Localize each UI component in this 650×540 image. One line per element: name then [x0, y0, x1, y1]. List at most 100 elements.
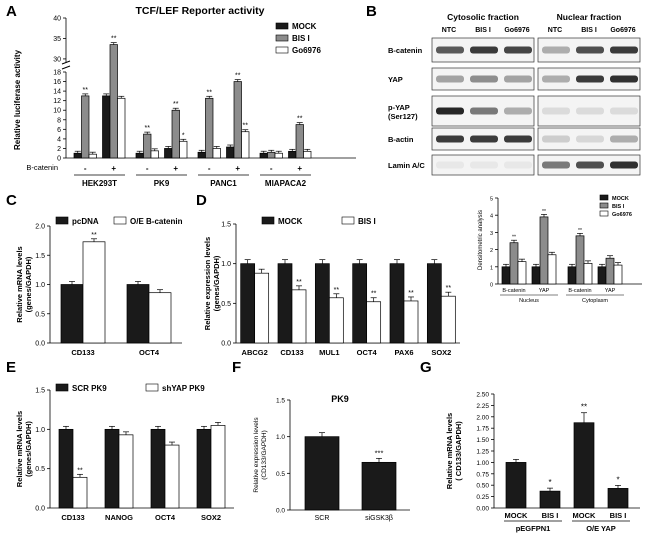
b-band-nuc-3-0: [542, 135, 570, 143]
g-bar-3: [607, 488, 629, 509]
panel-label-f: F: [232, 359, 241, 376]
g-y-ticklabel-9: 2.25: [476, 403, 489, 410]
a-bar-1-1: [109, 44, 118, 159]
bi-y-ticklabel-3: 3: [490, 231, 493, 237]
b-band-cyto-3-1: [470, 135, 498, 143]
d-bar-5-0: [426, 263, 442, 344]
a-bar-7-2: [303, 150, 312, 159]
panel-label-c: C: [6, 192, 17, 209]
bi-bar-3-1: [605, 257, 615, 285]
e-bar-2-0: [150, 428, 166, 509]
g-bar-2: [573, 422, 595, 509]
a-bar-3-1: [171, 109, 180, 159]
a-sign-5: +: [235, 164, 240, 173]
a-ticklabel-upper-1: 35: [53, 36, 61, 43]
d-bar-4-1: [403, 300, 419, 344]
bi-group-label-0: Nucleus: [519, 298, 539, 304]
d-legend-label-1: BIS I: [358, 217, 376, 226]
b-band-cyto-0-1: [470, 46, 498, 54]
b-band-nuc-4-1: [576, 161, 604, 169]
a-star-3-1: **: [173, 101, 179, 108]
a-ticklabel-lower-1: 2: [57, 146, 61, 153]
c-bar-0-1: [82, 241, 106, 344]
bi-ylabel: Densitometric analysis: [478, 210, 484, 270]
c-legend-swatch-0: [55, 216, 69, 225]
b-band-cyto-4-1: [470, 161, 498, 169]
c-bar-1-0: [126, 284, 150, 344]
e-ylabel-2: (genes/GAPDH): [24, 421, 33, 477]
d-star-2-1: **: [334, 287, 340, 294]
a-star-4-1: **: [207, 89, 213, 96]
a-bar-5-1: [233, 81, 242, 159]
c-y-ticklabel-2: 1.0: [35, 282, 45, 289]
a-ticklabel-lower-9: 18: [53, 70, 61, 77]
e-bar-1-1: [118, 434, 134, 509]
panel-b-blot: Cytosolic fraction Nuclear fraction NTC BIS…: [388, 12, 641, 176]
bi-y-ticklabel-1: 1: [490, 265, 493, 271]
d-y-ticklabel-1: 0.5: [221, 301, 231, 308]
e-bar-2-1: [164, 444, 180, 509]
f-bar-0: [304, 436, 340, 511]
g-y-ticklabel-0: 0.00: [476, 506, 489, 513]
f-star-1: ***: [375, 448, 384, 457]
a-bar-4-1: [205, 97, 214, 159]
c-bar-1-1: [148, 292, 172, 344]
d-cat-4: PAX6: [394, 348, 413, 357]
d-star-5-1: **: [446, 285, 452, 292]
a-legend-swatch-1: [275, 34, 289, 42]
c-bar-0-0: [60, 284, 84, 344]
a-bar-4-2: [212, 148, 221, 159]
b-band-nuc-2-0: [542, 107, 570, 115]
a-legend-label-1: BIS I: [292, 34, 310, 43]
bi-bar-0-0: [501, 266, 511, 285]
b-band-cyto-1-2: [504, 75, 532, 83]
panel-c-chart: 0.0 0.5 1.0 1.5 2.0 Relative mRNA levels (gene…: [15, 216, 183, 357]
d-bar-3-1: [366, 301, 382, 344]
d-y-ticklabel-0: 0.0: [221, 341, 231, 348]
a-ticklabel-lower-4: 8: [57, 117, 61, 124]
a-sign-1: +: [111, 164, 116, 173]
d-cat-1: CD133: [280, 348, 303, 357]
d-bar-0-1: [254, 272, 270, 344]
d-cat-0: ABCG2: [242, 348, 268, 357]
bi-y-ticklabel-5: 5: [490, 197, 493, 203]
b-band-nuc-4-2: [610, 161, 638, 169]
g-ylabel-1: Relative mRNA levels: [445, 413, 454, 489]
b-band-cyto-0-0: [436, 46, 464, 54]
d-ylabel-2: (genes/GAPDH): [212, 255, 221, 311]
bi-cat-3: YAP: [605, 288, 616, 294]
bi-legend-label-2: Go6976: [612, 212, 632, 218]
a-legend-swatch-0: [275, 22, 289, 30]
b-row-label-3: B-actin: [388, 135, 414, 144]
d-legend-swatch-1: [341, 216, 355, 225]
a-bar-6-2: [274, 152, 283, 159]
f-cat-0: SCR: [315, 515, 330, 522]
a-bar-2-2: [150, 150, 159, 159]
b-row-label-sub-2: (Ser127): [388, 112, 418, 121]
e-star-0-1: **: [77, 467, 83, 474]
bi-bar-1-1: [539, 216, 549, 285]
a-title: TCF/LEF Reporter activity: [136, 5, 265, 17]
panel-b-inset-chart: 0 1 2 3 4 5 Densitometric analysis MOCK BIS I Go6…: [478, 194, 642, 304]
a-ticklabel-lower-0: 0: [57, 156, 61, 163]
panel-label-e: E: [6, 359, 16, 376]
bi-bar-1-0: [531, 266, 541, 285]
b-band-nuc-0-1: [576, 46, 604, 54]
bi-bar-3-0: [597, 266, 607, 285]
a-bar-5-2: [241, 131, 250, 159]
b-band-cyto-3-2: [504, 135, 532, 143]
b-band-cyto-0-2: [504, 46, 532, 54]
g-y-ticklabel-5: 1.25: [476, 449, 489, 456]
f-y-ticklabel-0: 0.0: [276, 508, 285, 515]
a-sign-4: -: [208, 164, 211, 173]
b-band-cyto-1-1: [470, 75, 498, 83]
b-lane-nuc-0: NTC: [548, 27, 562, 34]
g-star-1: *: [548, 478, 551, 487]
bi-group-label-1: Cytoplasm: [582, 298, 608, 304]
d-bar-4-0: [389, 263, 405, 344]
b-band-cyto-2-0: [436, 107, 464, 115]
e-y-ticklabel-0: 0.0: [35, 506, 45, 513]
panel-g-chart: 0.00 0.25 0.50 0.75 1.00 1.25 1.50 1.75 2.00 2.25…: [445, 392, 640, 533]
d-cat-5: SOX2: [431, 348, 451, 357]
